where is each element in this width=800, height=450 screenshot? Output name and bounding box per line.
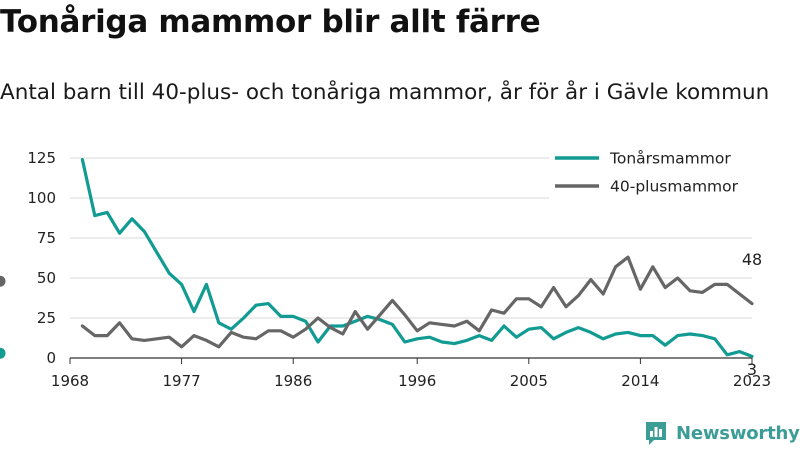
x-tick-label: 1986 [274, 372, 312, 390]
brand-name: Newsworthy [676, 422, 800, 444]
x-tick-label: 2023 [733, 372, 771, 390]
series-end-point [0, 275, 6, 287]
legend-label: Tonårsmammor [609, 150, 731, 168]
end-value-label: 48 [742, 250, 762, 269]
legend: Tonårsmammor 40-plusmammor [549, 144, 759, 200]
x-tick-label: 1996 [398, 372, 436, 390]
series-lines [0, 158, 754, 359]
legend-label: 40-plusmammor [610, 178, 739, 196]
end-value-label: 3 [747, 360, 757, 379]
chart-subtitle: Antal barn till 40-plus- och tonåriga ma… [0, 80, 770, 105]
end-labels: 48 3 [742, 250, 762, 379]
series-end-point [0, 347, 6, 359]
y-tick-label: 25 [37, 309, 56, 327]
series-line [80, 158, 754, 358]
y-tick-label: 50 [37, 269, 56, 287]
y-tick-label: 75 [37, 229, 56, 247]
newsworthy-logo-icon [644, 420, 668, 446]
x-tick-label: 2014 [621, 372, 659, 390]
x-tick-label: 2005 [510, 372, 548, 390]
y-tick-label: 100 [27, 189, 56, 207]
axes: 0 25 50 75 100 125 1968 1977 1986 1996 2005 2014 202… [27, 149, 771, 390]
series-line [80, 255, 754, 349]
y-tick-label: 0 [46, 349, 56, 367]
chart-title: Tonåriga mammor blir allt färre [0, 4, 541, 40]
x-tick-label: 1968 [51, 372, 89, 390]
brand: Newsworthy [644, 420, 800, 446]
y-tick-label: 125 [27, 149, 56, 167]
x-tick-label: 1977 [163, 372, 201, 390]
